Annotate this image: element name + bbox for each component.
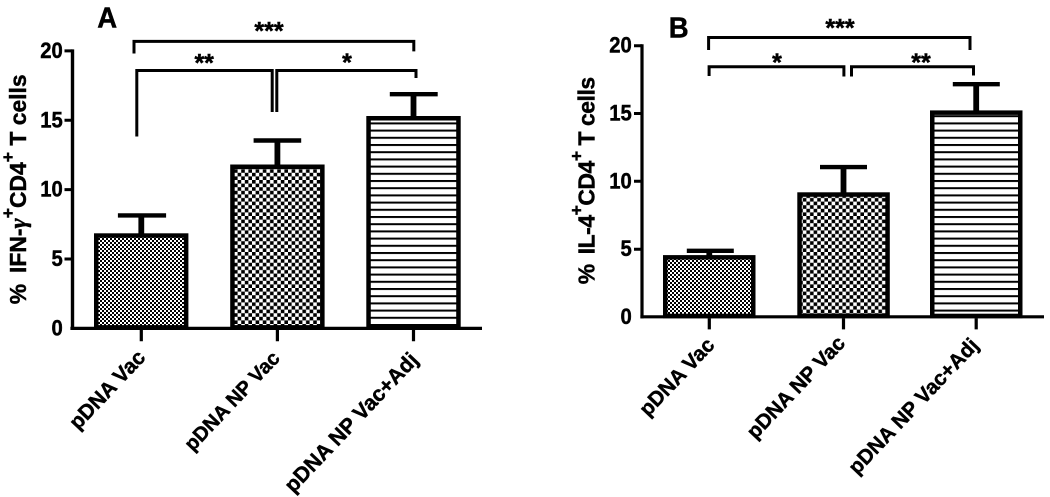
svg-text:B: B (669, 11, 689, 44)
svg-text:***: *** (825, 14, 854, 42)
svg-text:***: *** (254, 18, 283, 46)
svg-text:0: 0 (51, 317, 62, 341)
svg-text:% IFN-γ+CD4+ T cells: % IFN-γ+CD4+ T cells (0, 74, 32, 304)
svg-text:*: * (342, 49, 352, 77)
svg-text:*: * (772, 49, 782, 77)
svg-text:**: ** (911, 49, 931, 77)
svg-text:15: 15 (609, 102, 632, 126)
svg-text:0: 0 (620, 305, 631, 329)
svg-text:15: 15 (40, 109, 63, 133)
svg-text:**: ** (194, 50, 214, 78)
svg-text:20: 20 (40, 39, 63, 63)
svg-text:5: 5 (51, 247, 62, 271)
svg-text:10: 10 (609, 170, 632, 194)
svg-text:20: 20 (609, 34, 632, 58)
svg-text:10: 10 (40, 178, 63, 202)
svg-text:A: A (97, 1, 117, 34)
svg-text:5: 5 (620, 237, 631, 261)
